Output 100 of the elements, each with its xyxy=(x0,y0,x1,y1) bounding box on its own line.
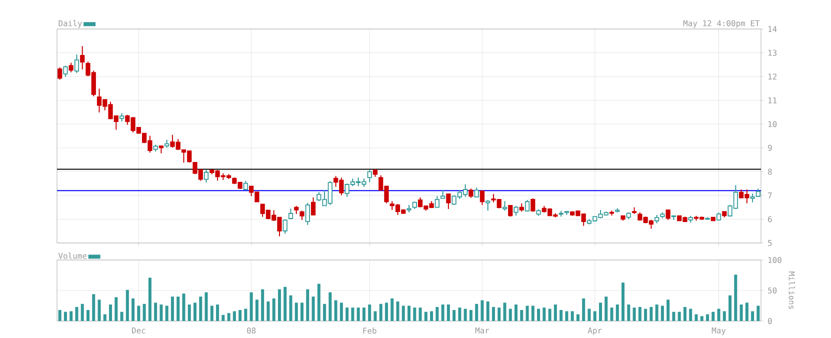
bar xyxy=(424,312,428,321)
bar xyxy=(537,308,540,321)
bar xyxy=(232,311,236,321)
bar xyxy=(396,301,400,321)
bar xyxy=(560,310,563,321)
bar xyxy=(570,311,574,321)
bar xyxy=(588,308,591,321)
bar xyxy=(137,306,140,321)
bar xyxy=(390,298,394,321)
bar xyxy=(745,302,748,321)
bar xyxy=(542,307,546,321)
candlestick xyxy=(524,199,530,212)
candlestick xyxy=(480,190,485,206)
bar xyxy=(666,300,670,321)
bar xyxy=(627,304,630,321)
bar xyxy=(469,310,472,321)
bar xyxy=(272,298,276,321)
bar xyxy=(694,314,698,321)
bar xyxy=(170,296,174,321)
bar xyxy=(548,308,552,321)
bar xyxy=(160,304,163,321)
bar xyxy=(294,302,298,321)
bar xyxy=(351,307,354,321)
bar xyxy=(300,302,304,321)
bar xyxy=(492,306,495,321)
bar xyxy=(616,304,619,321)
bar xyxy=(142,304,146,321)
bar xyxy=(227,312,230,321)
bar xyxy=(436,306,439,321)
bar xyxy=(503,302,506,321)
candlestick xyxy=(474,186,479,198)
bar xyxy=(706,314,709,321)
bar xyxy=(346,307,349,321)
bar xyxy=(508,308,512,321)
bar xyxy=(278,289,281,321)
bar xyxy=(480,300,484,321)
bar xyxy=(86,310,90,321)
bar xyxy=(486,301,490,321)
bar xyxy=(126,290,129,321)
bar xyxy=(261,289,264,321)
bar xyxy=(464,308,467,321)
candlestick xyxy=(300,210,304,220)
candlestick xyxy=(305,202,310,226)
bar xyxy=(593,311,596,321)
bar xyxy=(266,301,270,321)
bar xyxy=(644,308,648,321)
bar xyxy=(672,312,676,321)
candlestick xyxy=(446,192,451,210)
bar xyxy=(374,311,377,321)
bar xyxy=(650,306,653,321)
bar xyxy=(475,304,478,321)
bar xyxy=(722,311,726,321)
bar xyxy=(317,284,320,321)
bar xyxy=(740,304,743,321)
bar xyxy=(199,296,202,321)
bar xyxy=(306,289,310,321)
bar xyxy=(531,306,534,321)
bar xyxy=(210,306,214,321)
bar xyxy=(238,310,242,321)
candlestick xyxy=(502,200,508,212)
candlestick xyxy=(80,45,85,70)
bar xyxy=(514,304,518,321)
bar xyxy=(384,302,388,321)
bar xyxy=(610,307,614,321)
bar xyxy=(756,306,760,321)
bar xyxy=(408,306,411,321)
candlestick xyxy=(666,209,670,220)
candlestick xyxy=(468,188,474,198)
bar xyxy=(638,306,642,321)
bar xyxy=(120,312,124,321)
bar xyxy=(132,298,135,321)
candlestick xyxy=(367,170,372,182)
bar xyxy=(446,304,450,321)
bar xyxy=(700,316,704,321)
bar xyxy=(64,312,67,321)
bar xyxy=(582,298,586,321)
bar xyxy=(413,307,416,321)
bar xyxy=(250,292,253,321)
bar xyxy=(498,307,501,321)
candlestick xyxy=(282,218,288,234)
bar xyxy=(402,306,405,321)
bar xyxy=(98,300,101,321)
bar xyxy=(526,306,529,321)
bar xyxy=(604,296,608,321)
bar xyxy=(712,312,715,321)
bar xyxy=(75,306,78,321)
candlestick xyxy=(508,204,513,217)
bar xyxy=(204,292,208,321)
candlestick xyxy=(58,66,62,80)
bar xyxy=(418,307,422,321)
bar xyxy=(80,304,84,321)
bar xyxy=(717,308,720,321)
bar xyxy=(328,292,332,321)
candlestick xyxy=(434,196,440,208)
bar xyxy=(188,304,191,321)
bar xyxy=(430,311,434,321)
bar xyxy=(458,307,462,321)
bar xyxy=(598,302,602,321)
bar xyxy=(289,295,292,321)
bar xyxy=(751,311,754,321)
